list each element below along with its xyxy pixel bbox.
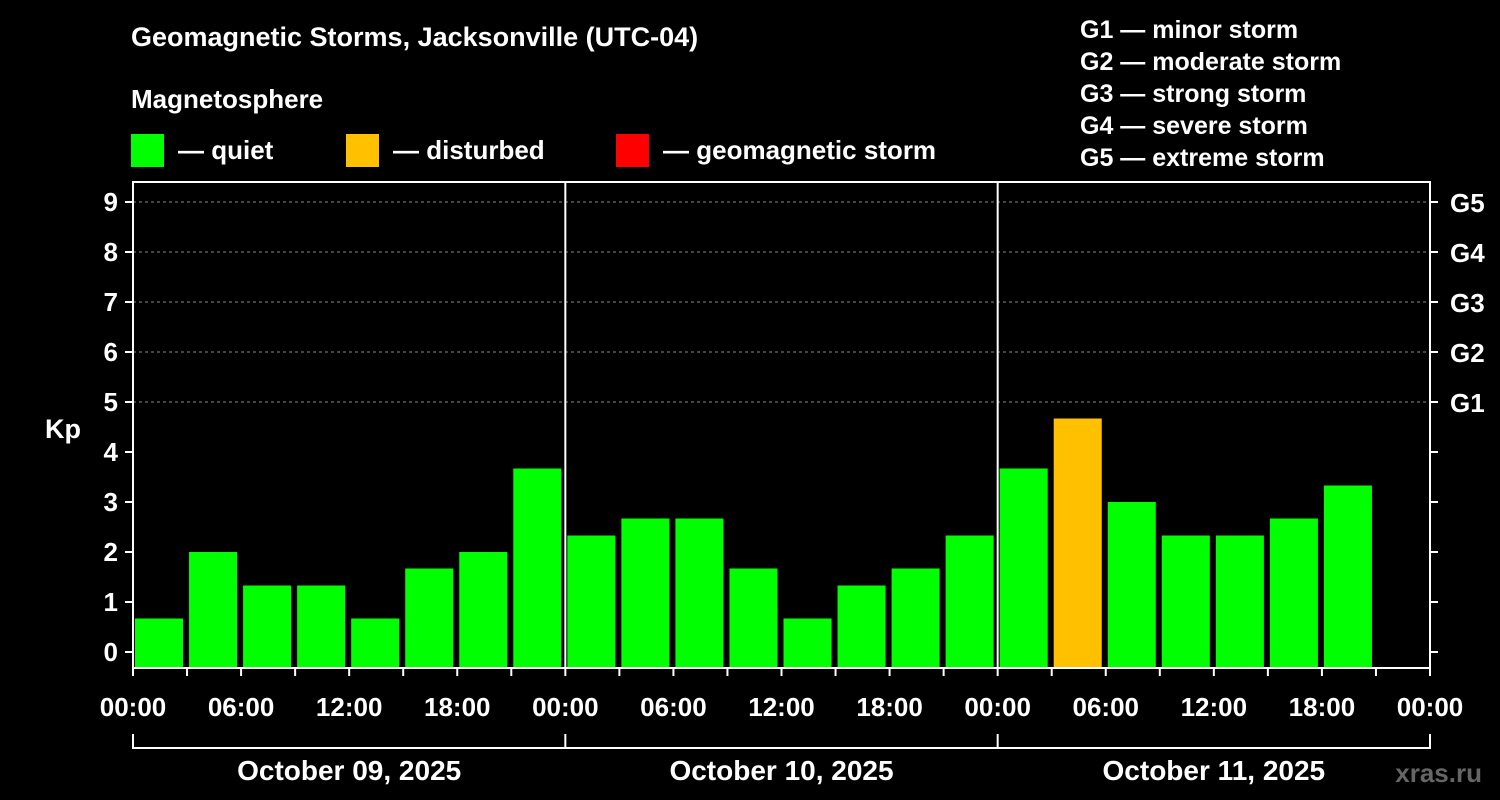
magnetosphere-title: Magnetosphere xyxy=(131,84,324,114)
y-tick-label: 6 xyxy=(104,337,118,367)
y-axis-label: Kp xyxy=(45,414,81,444)
g2-description: G2 — moderate storm xyxy=(1080,48,1342,76)
x-tick-label: 00:00 xyxy=(1397,692,1464,722)
legend-quiet: — quiet xyxy=(131,133,273,167)
kp-bar xyxy=(459,552,508,668)
g3-description: G3 — strong storm xyxy=(1080,80,1307,108)
kp-bar xyxy=(621,518,670,668)
x-tick-label: 18:00 xyxy=(1289,692,1356,722)
x-tick-label: 12:00 xyxy=(1181,692,1248,722)
x-tick-label: 06:00 xyxy=(208,692,275,722)
g-level-label: G2 xyxy=(1450,338,1485,368)
date-label: October 09, 2025 xyxy=(237,755,461,786)
kp-bar xyxy=(891,568,940,668)
legend-storm-label: — geomagnetic storm xyxy=(663,134,937,165)
date-label: October 10, 2025 xyxy=(669,755,893,786)
legend-disturbed-label: — disturbed xyxy=(393,134,545,165)
y-tick-label: 1 xyxy=(104,587,118,617)
storm-swatch xyxy=(616,133,649,167)
kp-bar xyxy=(243,585,292,668)
x-tick-label: 12:00 xyxy=(748,692,815,722)
kp-bar xyxy=(675,518,724,668)
kp-bar xyxy=(1107,502,1156,668)
kp-bar xyxy=(999,468,1048,668)
date-label: October 11, 2025 xyxy=(1103,755,1326,786)
y-tick-label: 4 xyxy=(104,437,119,467)
g-scale-legend: G1 — minor storm G2 — moderate storm G3 … xyxy=(1080,14,1341,174)
watermark: xras.ru xyxy=(1395,758,1482,788)
legend-storm: — geomagnetic storm xyxy=(616,133,936,167)
kp-bar xyxy=(135,618,184,668)
y-tick-label: 5 xyxy=(104,387,118,417)
x-tick-label: 00:00 xyxy=(100,692,167,722)
y-tick-label: 0 xyxy=(104,637,118,667)
g1-description: G1 — minor storm xyxy=(1080,16,1299,44)
chart-title: Geomagnetic Storms, Jacksonville (UTC-04… xyxy=(131,22,699,52)
kp-bar xyxy=(837,585,886,668)
kp-bar xyxy=(1161,535,1210,668)
y-tick-label: 9 xyxy=(104,187,118,217)
y-tick-label: 7 xyxy=(104,287,118,317)
legend-quiet-label: — quiet xyxy=(178,134,274,165)
y-tick-label: 2 xyxy=(104,537,118,567)
kp-bar xyxy=(1269,518,1318,668)
kp-bar xyxy=(405,568,454,668)
kp-bar xyxy=(1323,485,1372,668)
kp-bar xyxy=(297,585,346,668)
x-tick-label: 00:00 xyxy=(532,692,599,722)
quiet-swatch xyxy=(131,133,164,167)
g4-description: G4 — severe storm xyxy=(1080,112,1308,140)
kp-bar xyxy=(729,568,778,668)
g-level-label: G3 xyxy=(1450,288,1485,318)
disturbed-swatch xyxy=(346,133,379,167)
x-tick-label: 18:00 xyxy=(424,692,491,722)
kp-bar xyxy=(567,535,616,668)
x-tick-label: 06:00 xyxy=(1073,692,1140,722)
g5-description: G5 — extreme storm xyxy=(1080,144,1325,172)
kp-bar xyxy=(1053,418,1102,668)
y-tick-label: 3 xyxy=(104,487,118,517)
x-tick-label: 00:00 xyxy=(964,692,1031,722)
kp-bar xyxy=(351,618,400,668)
kp-bar xyxy=(189,552,238,668)
kp-bar xyxy=(783,618,832,668)
kp-bar xyxy=(945,535,994,668)
kp-bar xyxy=(1215,535,1264,668)
legend-disturbed: — disturbed xyxy=(346,133,545,167)
kp-bar xyxy=(513,468,562,668)
g-level-label: G1 xyxy=(1450,388,1485,418)
g-level-label: G5 xyxy=(1450,188,1485,218)
x-tick-label: 12:00 xyxy=(316,692,383,722)
x-tick-label: 18:00 xyxy=(856,692,923,722)
y-tick-label: 8 xyxy=(104,237,118,267)
g-level-label: G4 xyxy=(1450,238,1485,268)
x-tick-label: 06:00 xyxy=(640,692,707,722)
